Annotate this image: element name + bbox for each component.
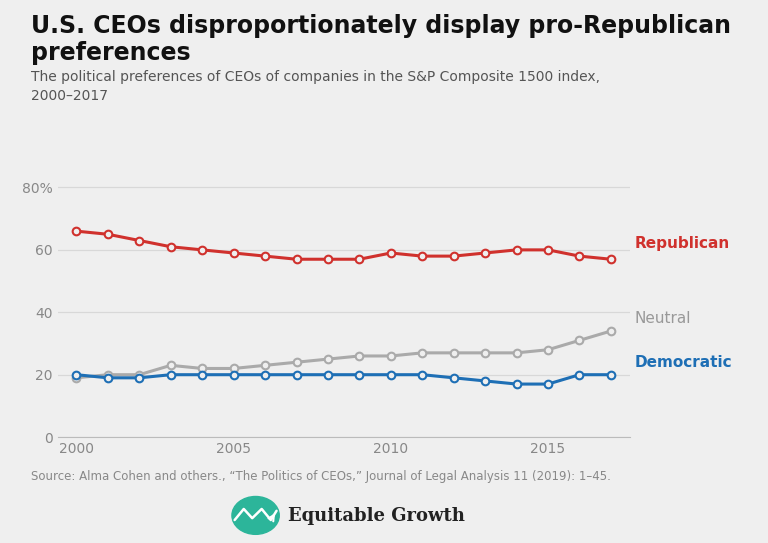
Text: Democratic: Democratic — [634, 355, 732, 370]
Text: Equitable Growth: Equitable Growth — [288, 507, 465, 525]
Text: Republican: Republican — [634, 236, 730, 251]
Text: The political preferences of CEOs of companies in the S&P Composite 1500 index,
: The political preferences of CEOs of com… — [31, 70, 600, 103]
Text: U.S. CEOs disproportionately display pro-Republican preferences: U.S. CEOs disproportionately display pro… — [31, 14, 730, 65]
Ellipse shape — [232, 496, 280, 534]
Text: Source: Alma Cohen and others., “The Politics of CEOs,” Journal of Legal Analysi: Source: Alma Cohen and others., “The Pol… — [31, 470, 611, 483]
Text: Neutral: Neutral — [634, 311, 691, 326]
